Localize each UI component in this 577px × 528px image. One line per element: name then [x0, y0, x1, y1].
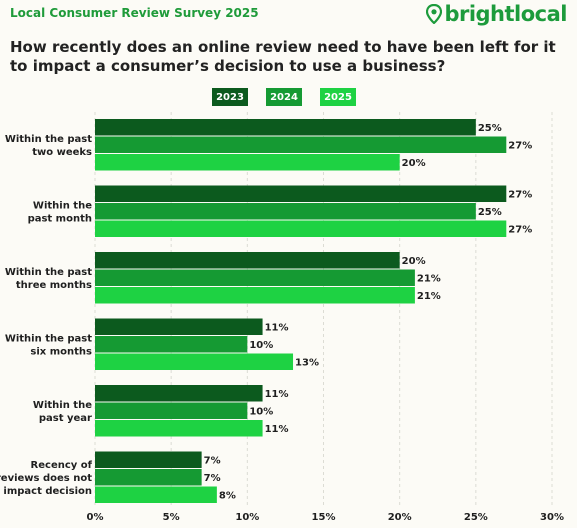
value-label-2025-0: 20% — [402, 158, 426, 169]
value-label-2024-0: 27% — [508, 140, 532, 151]
category-label-line: past month — [28, 213, 92, 224]
x-tick-label-6: 30% — [540, 512, 564, 523]
category-label-line: Within the past — [5, 267, 92, 278]
legend: 2023 2024 2025 — [0, 88, 577, 106]
value-label-2025-4: 11% — [265, 424, 289, 435]
value-label-2024-4: 10% — [249, 406, 273, 417]
logo-text: brightlocal — [444, 2, 567, 26]
category-label-line: Within the past — [5, 333, 92, 344]
category-label-4: Within the past year — [33, 400, 92, 424]
category-label-2: Within the past three months — [5, 267, 92, 291]
bar-2025-4 — [95, 420, 263, 437]
legend-label-2025: 2025 — [324, 91, 352, 103]
bar-2023-2 — [95, 252, 400, 269]
value-label-2023-1: 27% — [508, 189, 532, 200]
category-label-line: past year — [39, 413, 92, 424]
legend-2025: 2025 — [320, 88, 356, 106]
category-label-3: Within the past six months — [5, 333, 92, 357]
bar-2023-5 — [95, 451, 202, 468]
x-tick-label-4: 20% — [388, 512, 412, 523]
value-label-2025-2: 21% — [417, 291, 441, 302]
value-label-2024-5: 7% — [204, 473, 221, 484]
x-tick-label-1: 5% — [163, 512, 180, 523]
bar-2023-1 — [95, 185, 507, 202]
bar-2025-3 — [95, 353, 294, 370]
survey-title: Local Consumer Review Survey 2025 — [10, 6, 259, 20]
bar-2024-0 — [95, 136, 507, 153]
value-label-2025-1: 27% — [508, 224, 532, 235]
category-label-1: Within the past month — [28, 200, 93, 224]
bar-2024-4 — [95, 402, 248, 419]
bar-2023-3 — [95, 318, 263, 335]
value-label-2023-0: 25% — [478, 123, 502, 134]
category-label-line: two weeks — [32, 147, 92, 158]
legend-label-2023: 2023 — [216, 91, 244, 103]
location-pin-icon — [426, 4, 443, 24]
x-tick-label-2: 10% — [235, 512, 259, 523]
value-label-2024-1: 25% — [478, 207, 502, 218]
bar-2024-3 — [95, 336, 248, 353]
x-tick-label-0: 0% — [87, 512, 104, 523]
value-label-2023-2: 20% — [402, 256, 426, 267]
bar-2024-5 — [95, 469, 202, 486]
category-label-line: six months — [30, 346, 92, 357]
category-label-line: three months — [16, 280, 92, 291]
category-label-line: Recency of — [31, 460, 93, 471]
bar-2025-2 — [95, 287, 415, 304]
bar-2025-1 — [95, 220, 507, 237]
category-label-line: Within the — [33, 400, 92, 411]
bar-2025-5 — [95, 486, 217, 503]
category-label-5: Recency of reviews does not impact decisio… — [0, 460, 93, 497]
bar-2025-0 — [95, 154, 400, 171]
category-label-line: Within the — [33, 200, 92, 211]
bar-2023-0 — [95, 119, 476, 136]
category-label-0: Within the past two weeks — [5, 134, 92, 158]
legend-2024: 2024 — [266, 88, 302, 106]
legend-label-2024: 2024 — [270, 91, 298, 103]
brightlocal-logo: brightlocal — [426, 2, 567, 26]
value-label-2025-3: 13% — [295, 357, 319, 368]
value-label-2023-4: 11% — [265, 389, 289, 400]
value-label-2024-3: 10% — [249, 340, 273, 351]
value-label-2025-5: 8% — [219, 490, 236, 501]
category-label-line: impact decision — [3, 486, 92, 497]
category-label-line: reviews does not — [0, 473, 92, 484]
bar-2023-4 — [95, 385, 263, 402]
value-label-2024-2: 21% — [417, 273, 441, 284]
legend-2023: 2023 — [212, 88, 248, 106]
x-tick-label-5: 25% — [464, 512, 488, 523]
category-label-line: Within the past — [5, 134, 92, 145]
value-label-2023-3: 11% — [265, 322, 289, 333]
value-label-2023-5: 7% — [204, 455, 221, 466]
bar-2024-2 — [95, 269, 415, 286]
bar-2024-1 — [95, 203, 476, 220]
chart-title: How recently does an online review need … — [10, 38, 556, 75]
x-tick-label-3: 15% — [312, 512, 336, 523]
